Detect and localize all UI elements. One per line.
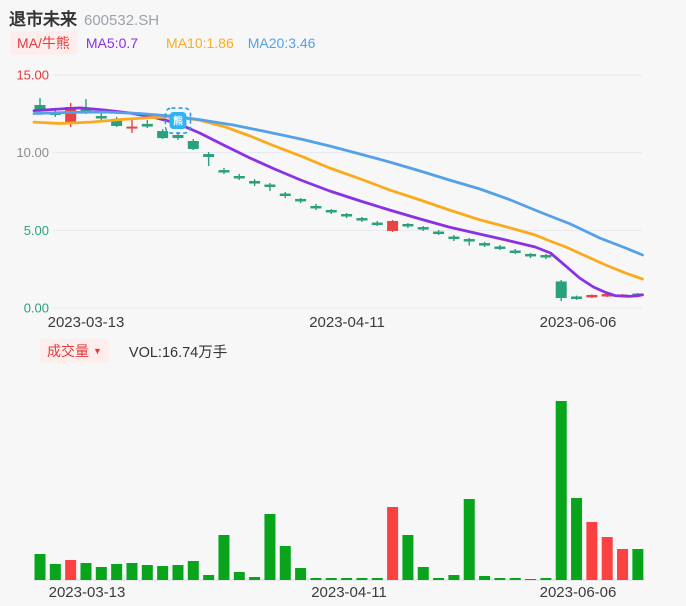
svg-text:熊: 熊 <box>173 115 183 128</box>
svg-text:0.00: 0.00 <box>24 301 49 316</box>
ma20-value: MA20:3.46 <box>247 35 316 51</box>
volume-dropdown-label: 成交量 <box>47 343 89 359</box>
svg-text:2023-03-13: 2023-03-13 <box>48 314 125 331</box>
dropdown-arrow-icon: ▼ <box>93 346 102 356</box>
stock-name: 退市未来 <box>9 10 77 29</box>
price-axis-labels: 15.00 10.00 5.00 0.00 <box>16 68 49 316</box>
svg-text:2023-06-06: 2023-06-06 <box>540 314 617 331</box>
ma5-line <box>32 106 644 298</box>
price-gridlines <box>53 74 642 309</box>
ma-mode-badge[interactable]: MA/牛熊 <box>10 31 77 55</box>
volume-readout: VOL:16.74万手 <box>128 344 228 361</box>
ma-legend: MA/牛熊 MA5:0.7 MA10:1.86 MA20:3.46 <box>10 31 315 55</box>
header: 退市未来 600532.SH <box>9 5 159 30</box>
volume-dropdown-button[interactable]: 成交量 ▼ <box>40 339 109 363</box>
volume-date-labels: 2023-03-13 2023-04-11 2023-06-06 <box>49 584 617 601</box>
svg-text:15.00: 15.00 <box>16 68 49 83</box>
candlestick-series[interactable] <box>34 97 644 302</box>
volume-legend: 成交量 ▼ VOL:16.74万手 <box>40 339 227 363</box>
bear-marker[interactable]: 熊 <box>164 107 192 134</box>
price-date-labels: 2023-03-13 2023-04-11 2023-06-06 <box>48 314 617 331</box>
svg-text:5.00: 5.00 <box>24 223 49 238</box>
svg-text:2023-04-11: 2023-04-11 <box>309 314 385 331</box>
ma5-value: MA5:0.7 <box>85 35 139 51</box>
svg-text:2023-03-13: 2023-03-13 <box>49 584 126 601</box>
svg-text:2023-04-11: 2023-04-11 <box>311 584 387 601</box>
ma10-line <box>32 115 644 281</box>
stock-code: 600532.SH <box>84 12 160 29</box>
svg-text:10.00: 10.00 <box>16 145 49 160</box>
ma10-value: MA10:1.86 <box>166 35 234 51</box>
ma20-line <box>32 110 644 257</box>
volume-series[interactable] <box>34 401 644 580</box>
svg-text:2023-06-06: 2023-06-06 <box>540 584 617 601</box>
